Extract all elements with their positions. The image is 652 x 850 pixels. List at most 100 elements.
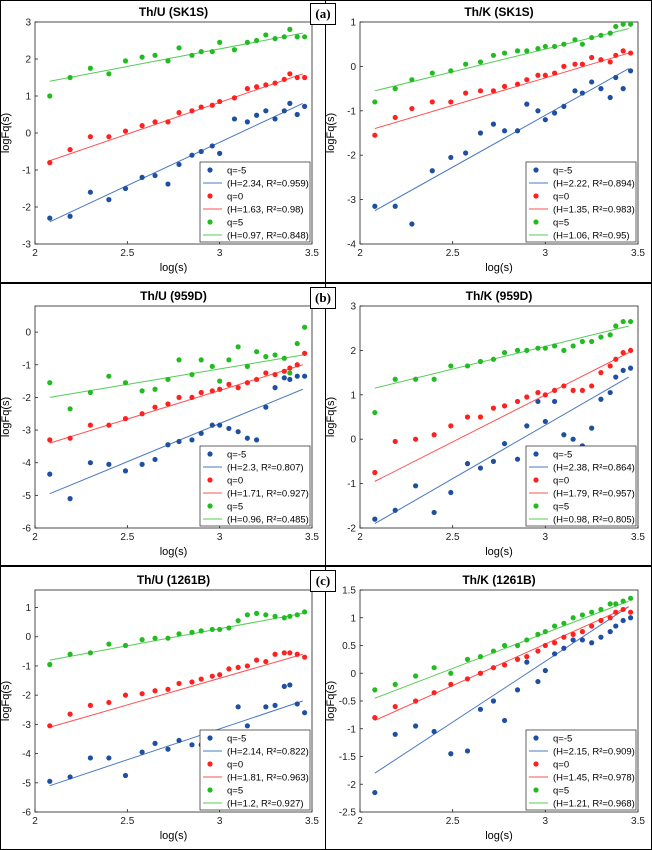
data-point	[464, 676, 471, 682]
data-point	[198, 676, 204, 682]
data-point	[226, 425, 232, 432]
data-point	[542, 629, 548, 635]
chart-4: 2 2.5 3 3.5 -2 -1 0 1 2 3 Th/K (959D) log(s) logFq(s…	[325, 289, 645, 558]
data-point	[189, 108, 195, 114]
y-tick-label: 1	[350, 613, 356, 624]
data-point	[235, 385, 241, 391]
data-point	[524, 654, 530, 660]
data-point	[589, 425, 595, 431]
data-point	[139, 174, 145, 180]
data-point	[165, 376, 171, 383]
data-point	[294, 701, 300, 707]
chart-5: 2 2.5 3 3.5 -6 -5 -4 -3 -2 -1 0 1 Th/U (1261B) log(s)…	[0, 573, 319, 842]
data-point	[572, 37, 578, 43]
data-point	[281, 76, 287, 82]
data-point	[620, 86, 626, 92]
data-point	[448, 154, 454, 161]
legend-fit-label: (H=1.81, R²=0.963)	[227, 773, 309, 784]
y-axis-label: logFq(s)	[0, 397, 12, 437]
data-point	[372, 99, 378, 105]
legend-marker	[533, 787, 539, 793]
data-point	[217, 386, 223, 392]
data-point	[165, 686, 171, 692]
data-point	[490, 356, 497, 362]
data-point	[302, 103, 308, 109]
data-point	[47, 215, 53, 221]
data-point	[579, 387, 586, 393]
data-point	[627, 50, 634, 56]
data-point	[165, 442, 171, 448]
data-point	[209, 49, 215, 55]
data-point	[152, 740, 158, 746]
y-tick-label: -6	[22, 524, 31, 535]
data-point	[579, 61, 586, 67]
legend: q=-5 (H=2.15, R²=0.909) q=0 (H=1.45, R²=0.9…	[525, 729, 637, 811]
data-point	[589, 609, 595, 615]
data-point	[209, 363, 215, 369]
data-point	[152, 119, 158, 125]
data-point	[235, 429, 241, 435]
data-point	[122, 380, 129, 386]
data-point	[272, 651, 278, 657]
fit-line	[374, 68, 629, 212]
data-point	[413, 376, 419, 382]
data-point	[294, 373, 300, 379]
x-tick-label: 3.5	[305, 816, 319, 827]
data-point	[413, 673, 419, 679]
legend-fit-label: (H=2.14, R²=0.822)	[227, 747, 309, 758]
legend-fit-label: (H=2.15, R²=0.909)	[553, 747, 635, 758]
data-point	[139, 411, 145, 417]
data-point	[524, 659, 530, 665]
data-point	[552, 623, 558, 629]
legend-box	[525, 729, 637, 811]
data-point	[613, 74, 619, 81]
data-point	[542, 392, 548, 398]
data-point	[244, 363, 250, 369]
data-point	[579, 637, 586, 643]
data-point	[552, 343, 558, 349]
legend-fit-label: (H=1.35, R²=0.983)	[553, 205, 635, 216]
data-point	[524, 48, 530, 54]
data-point	[287, 613, 293, 619]
data-point	[542, 345, 548, 351]
x-tick-label: 2.5	[446, 816, 460, 827]
data-point	[589, 54, 595, 61]
data-point	[176, 110, 182, 116]
data-point	[477, 670, 484, 676]
data-point	[217, 422, 223, 428]
data-point	[607, 601, 613, 607]
data-point	[501, 717, 508, 724]
data-point	[589, 640, 595, 646]
data-point	[372, 516, 378, 522]
data-point	[235, 704, 241, 710]
y-tick-label: -2	[347, 151, 356, 162]
data-point	[209, 102, 215, 108]
data-point	[542, 72, 548, 78]
panel-label-c: (c)	[310, 570, 336, 592]
data-point	[244, 612, 250, 618]
data-point	[463, 150, 469, 156]
data-point	[542, 418, 548, 425]
data-point	[263, 82, 269, 88]
data-point	[272, 80, 278, 86]
data-point	[570, 343, 576, 349]
data-point	[139, 123, 145, 129]
legend-series-name: q=5	[227, 218, 243, 229]
data-point	[287, 650, 293, 656]
data-point	[448, 99, 454, 105]
data-point	[501, 350, 508, 356]
data-point	[464, 363, 471, 369]
data-point	[561, 645, 567, 651]
x-axis-label: log(s)	[160, 262, 188, 274]
data-point	[524, 394, 530, 400]
data-point	[198, 357, 204, 363]
x-tick-label: 2	[32, 816, 38, 827]
data-point	[287, 370, 293, 376]
legend: q=-5 (H=2.38, R²=0.864) q=0 (H=1.79, R²=0.9…	[525, 445, 637, 527]
data-point	[579, 612, 586, 618]
data-point	[254, 657, 260, 663]
data-point	[281, 615, 287, 621]
data-point	[514, 81, 521, 87]
fit-line	[49, 32, 303, 82]
data-point	[231, 47, 238, 53]
